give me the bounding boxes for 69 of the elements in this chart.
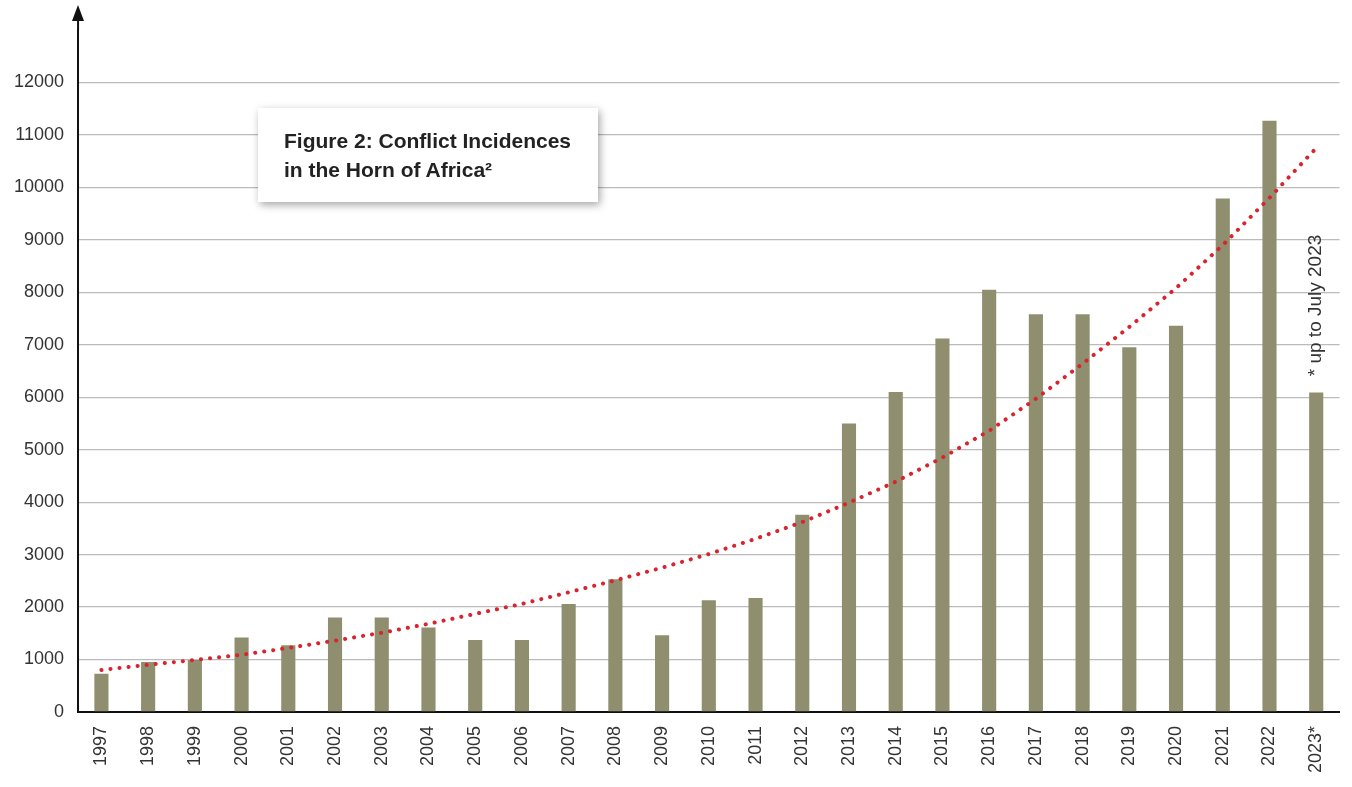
x-tick-label: 1997 (90, 725, 111, 766)
x-tick-label: 2013 (837, 725, 858, 766)
y-tick-label: 12000 (13, 71, 65, 92)
x-tick-label: 2006 (510, 725, 531, 766)
x-tick-label: 2007 (557, 725, 578, 766)
y-tick-label: 6000 (24, 386, 65, 407)
bar (935, 338, 950, 712)
bar (795, 514, 810, 712)
y-tick-label: 7000 (24, 333, 65, 354)
x-tick-label: 2018 (1071, 725, 1092, 766)
y-tick-label: 0 (54, 700, 65, 721)
x-tick-label: 2017 (1024, 725, 1045, 766)
x-tick-label: 2005 (464, 725, 485, 766)
text: Figure 2: Conflict Incidences in the Horn of Africa² (258, 108, 598, 202)
x-tick-label: 2016 (978, 725, 999, 766)
x-tick-label: 2011 (744, 725, 765, 765)
bar (701, 600, 716, 712)
x-tick-label: 2012 (791, 725, 812, 766)
x-tick-label: 2020 (1165, 725, 1186, 766)
bar (841, 423, 857, 712)
bar (281, 645, 296, 712)
bar (1309, 392, 1324, 712)
bar (1122, 347, 1137, 712)
x-tick-label: 2022 (1258, 725, 1279, 766)
bar (374, 617, 389, 712)
bar (1168, 325, 1184, 712)
y-tick-label: 5000 (24, 438, 65, 459)
bar (421, 627, 436, 712)
x-tick-label: 2001 (277, 725, 298, 766)
bar (608, 579, 623, 712)
y-tick-label: 1000 (24, 648, 65, 669)
y-tick-label: 8000 (24, 281, 65, 302)
x-tick-label: 2015 (931, 725, 952, 766)
x-tick-label: 2009 (651, 725, 672, 766)
x-tick-label: 2014 (884, 725, 905, 766)
x-tick-label: 1999 (183, 725, 204, 766)
bar (187, 660, 202, 712)
x-tick-label: 2003 (370, 725, 391, 766)
x-tick-label: 2000 (230, 725, 251, 766)
bar (94, 673, 109, 712)
bar (1215, 198, 1230, 712)
x-tick-label: 2004 (417, 725, 438, 766)
y-tick-label: 4000 (24, 491, 65, 512)
bar (1075, 314, 1090, 712)
bar (561, 603, 576, 712)
x-tick-label: 2021 (1211, 725, 1232, 766)
bar (982, 289, 997, 712)
bar (655, 635, 670, 712)
y-tick-label: 11000 (15, 123, 65, 144)
bar (234, 637, 249, 712)
annotation: * up to July 2023 (1304, 234, 1326, 377)
x-tick-label: 2019 (1118, 725, 1139, 766)
x-tick-label: 2002 (324, 725, 344, 766)
bar (1028, 314, 1043, 712)
y-tick-label: 9000 (24, 228, 65, 249)
y-tick-label: 3000 (24, 543, 65, 564)
y-tick-label: 2000 (24, 596, 65, 617)
bar (141, 662, 156, 712)
x-tick-label: 1998 (137, 725, 158, 766)
bar (514, 640, 529, 712)
y-tick-label: 10000 (13, 176, 65, 197)
bar (468, 640, 483, 712)
x-tick-label: 2010 (697, 725, 718, 766)
bar (1262, 120, 1277, 712)
bar (888, 391, 903, 712)
bar (327, 617, 343, 712)
x-tick-label: 2008 (604, 725, 625, 766)
x-tick-label: 2023* (1305, 725, 1326, 774)
bar (748, 598, 763, 712)
